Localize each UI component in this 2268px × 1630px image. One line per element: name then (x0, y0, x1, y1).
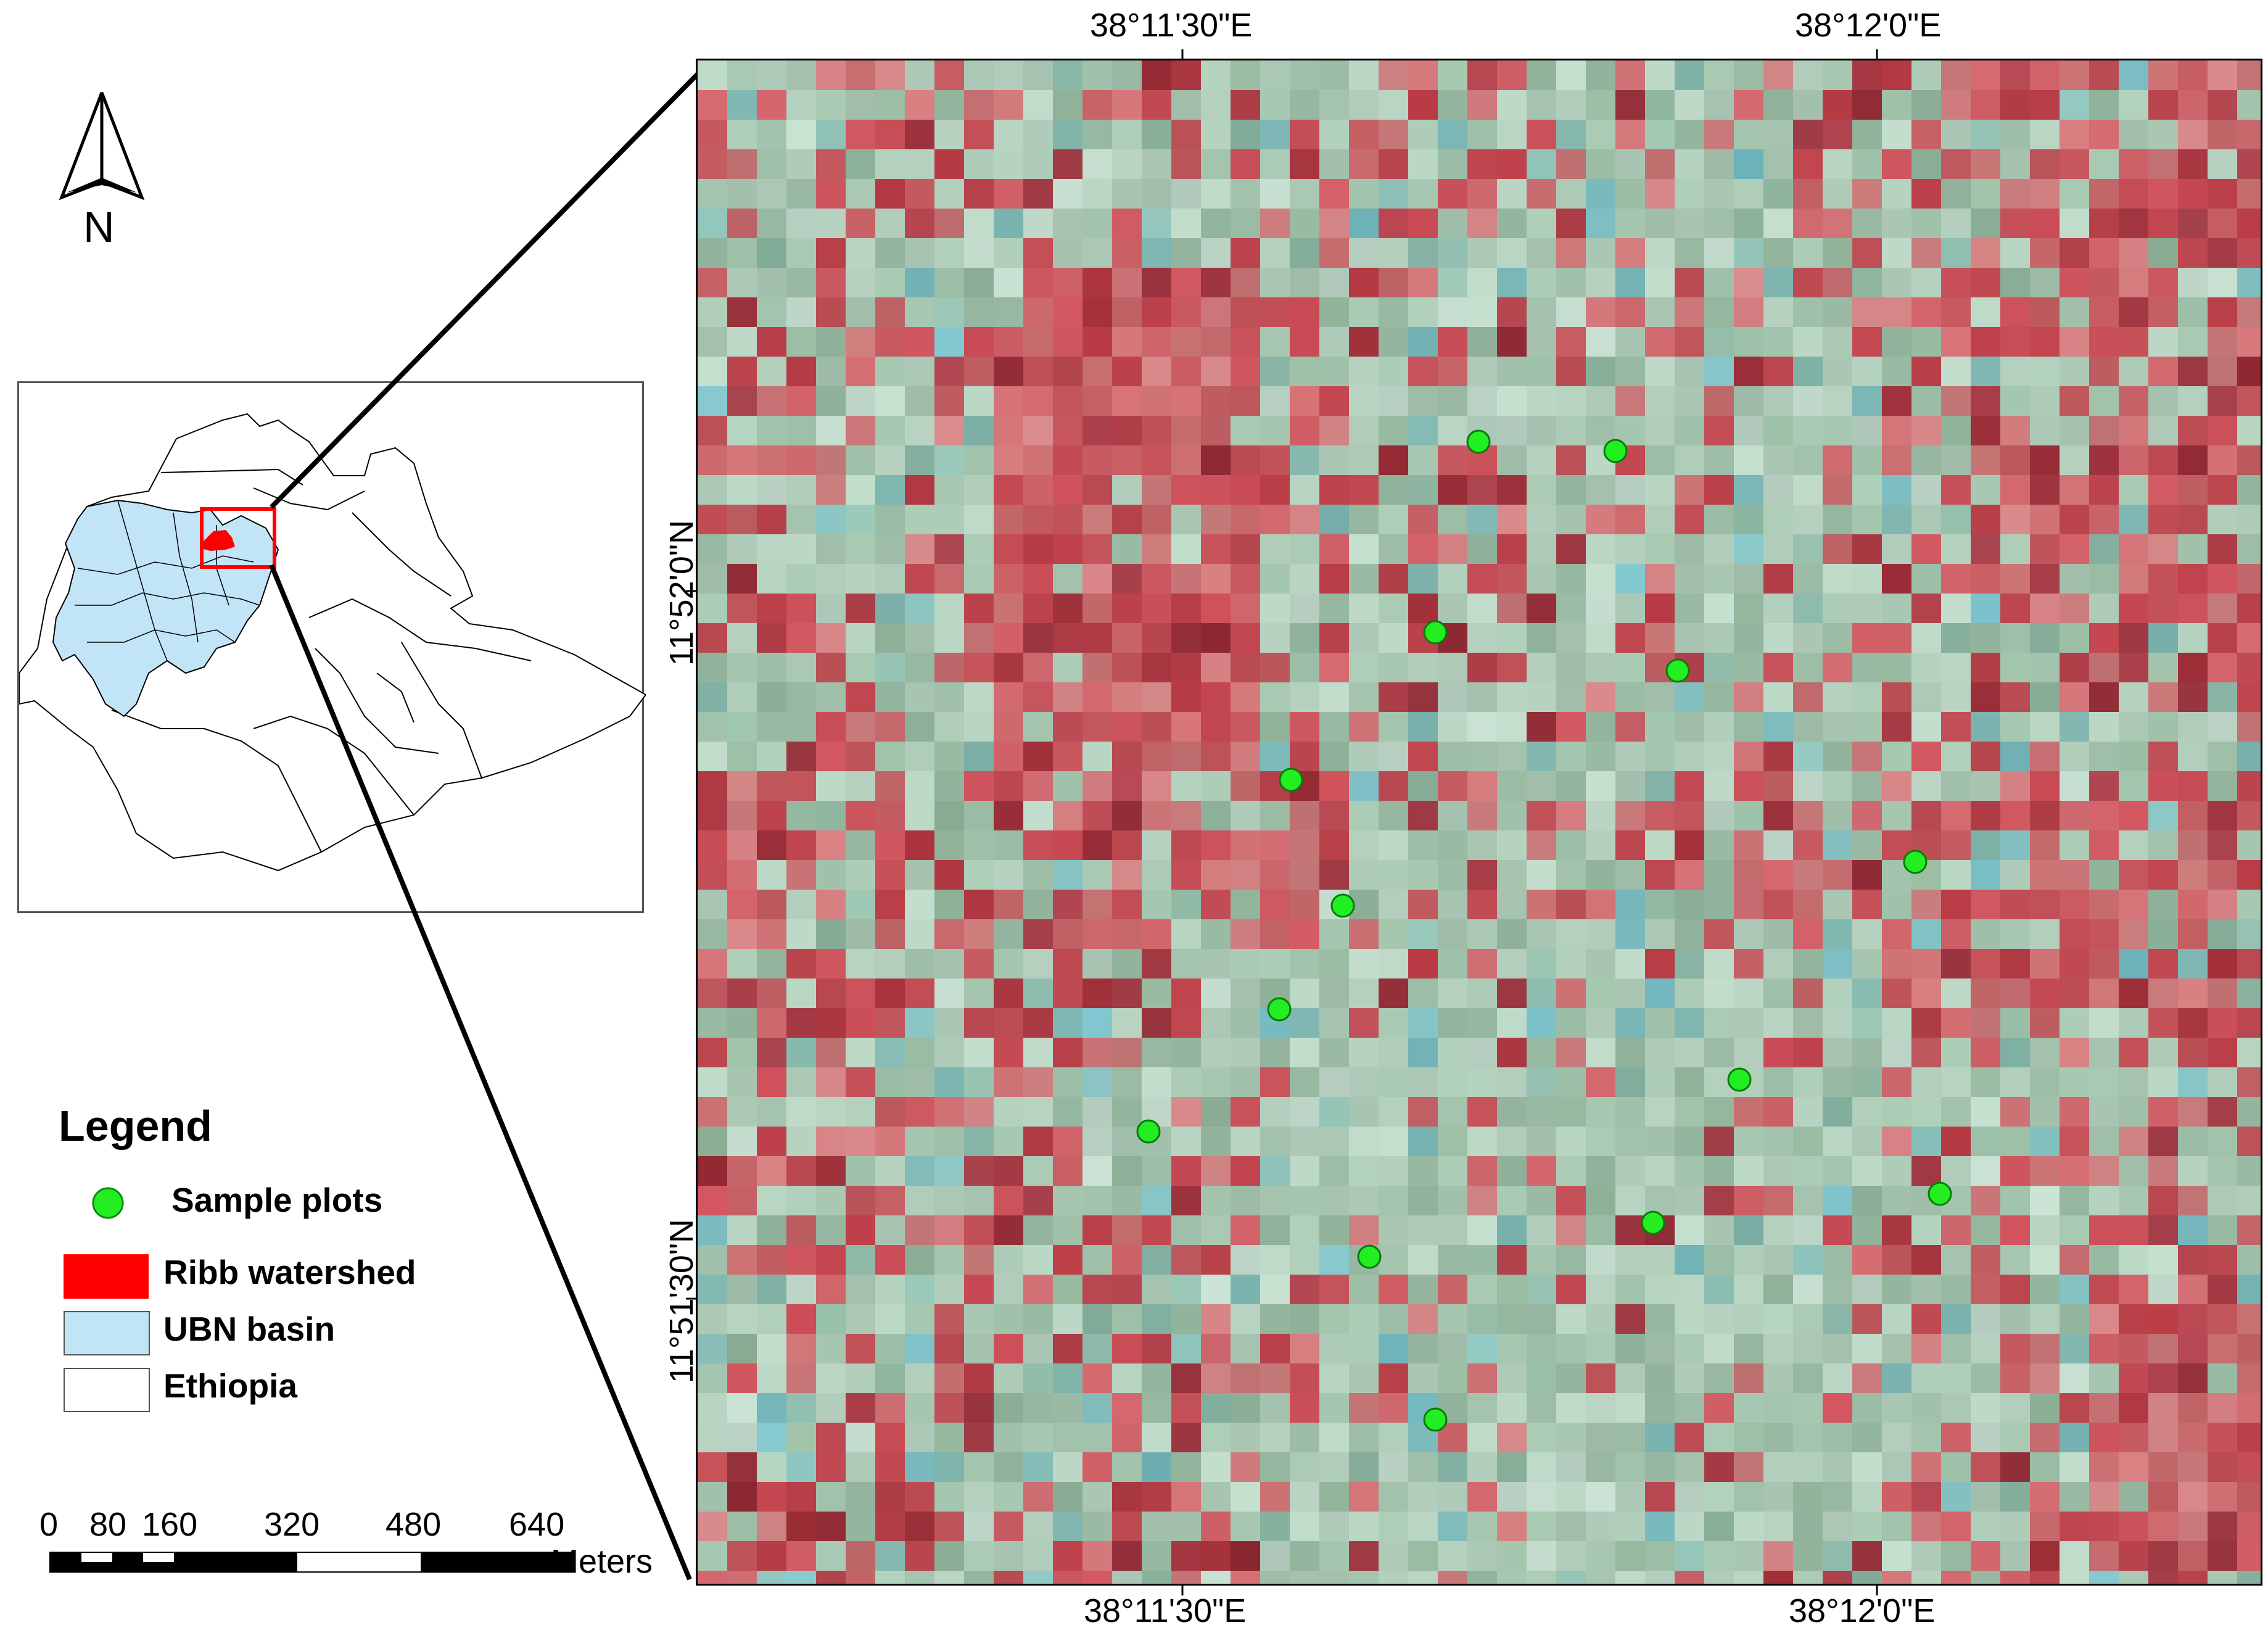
north-label: N (83, 203, 115, 251)
legend-label-ethiopia: Ethiopia (163, 1367, 297, 1405)
ethiopia-map (19, 413, 647, 872)
satellite-imagery-canvas (698, 60, 2261, 1584)
scale-label-80: 80 (89, 1506, 127, 1543)
coord-top-1: 38°11'30"E (1090, 7, 1253, 44)
north-arrow-icon (59, 92, 145, 201)
legend-label-ribb-watershed: Ribb watershed (163, 1253, 416, 1291)
scale-bar-graphic (49, 1552, 574, 1573)
scale-label-480: 480 (386, 1506, 442, 1543)
legend-label-sample-plots: Sample plots (171, 1181, 383, 1219)
coord-left-2: 11°51'30"N (663, 1218, 700, 1384)
legend-title: Legend (59, 1102, 212, 1150)
north-arrow: N (56, 86, 148, 259)
legend-label-ubn-basin: UBN basin (163, 1310, 336, 1348)
red-rect-icon (64, 1254, 149, 1299)
scale-label-640: 640 (509, 1506, 565, 1543)
legend: Legend Sample plots Ribb watershed UBN b… (56, 1101, 641, 1422)
scale-label-320: 320 (264, 1506, 320, 1543)
scale-label-160: 160 (142, 1506, 198, 1543)
scale-units: Meters (551, 1543, 653, 1580)
coord-top-2: 38°12'0"E (1795, 7, 1942, 44)
inset-map (17, 381, 647, 913)
ribb-watershed (201, 530, 235, 551)
coord-left-1: 11°52'0"N (663, 519, 700, 666)
scale-bar: 0 80 160 320 480 640 Meters (31, 1505, 709, 1592)
coord-bottom-2: 38°12'0"E (1789, 1592, 1936, 1629)
inset-highlight-box (200, 507, 276, 569)
lightblue-rect-icon (64, 1311, 150, 1355)
white-rect-icon (64, 1368, 150, 1412)
satellite-image (696, 59, 2262, 1586)
green-circle-icon (92, 1187, 124, 1219)
ubn-basin (52, 499, 279, 718)
coord-bottom-1: 38°11'30"E (1084, 1592, 1247, 1629)
scale-label-0: 0 (39, 1506, 59, 1543)
